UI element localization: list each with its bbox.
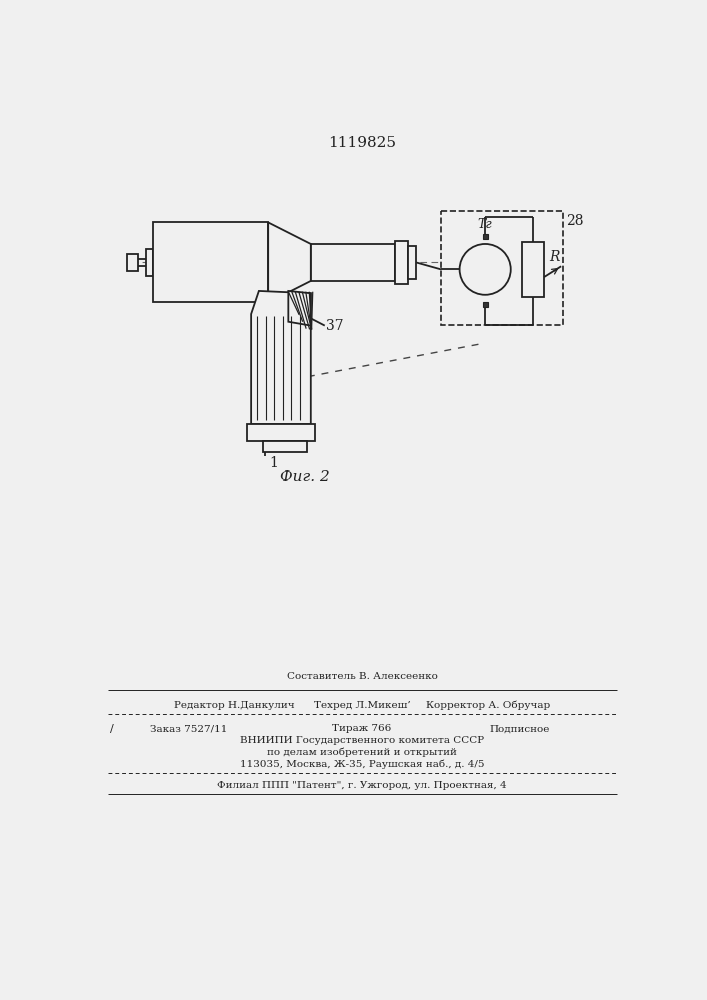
Text: R: R [549,250,559,264]
Text: Корректор А. Обручар: Корректор А. Обручар [426,701,550,710]
Polygon shape [268,222,311,302]
Bar [146,249,153,276]
Text: 1119825: 1119825 [328,136,396,150]
Bar [441,211,563,325]
Text: Филиал ППП "Патент", г. Ужгород, ул. Проектная, 4: Филиал ППП "Патент", г. Ужгород, ул. Про… [217,781,507,790]
Polygon shape [288,291,311,326]
Bar [483,234,489,239]
Bar [263,441,307,452]
Text: Составитель В. Алексеенко: Составитель В. Алексеенко [286,672,438,681]
Bar [409,246,416,279]
Text: 37: 37 [327,319,344,333]
Bar [153,222,268,302]
Polygon shape [251,291,311,424]
Bar [395,241,409,284]
Bar [483,302,489,307]
Text: 1: 1 [270,456,279,470]
Bar [522,242,544,297]
Text: Редактор Н.Данкулич: Редактор Н.Данкулич [174,701,294,710]
Bar [127,254,138,271]
Text: Подписное: Подписное [490,724,550,733]
Bar [311,244,395,281]
Text: Тираж 766: Тираж 766 [332,724,392,733]
Bar [247,424,315,441]
Text: Фиг. 2: Фиг. 2 [281,470,330,484]
Circle shape [460,244,510,295]
Text: Заказ 7527/11: Заказ 7527/11 [151,724,228,733]
Text: ВНИИПИ Государственного комитета СССР: ВНИИПИ Государственного комитета СССР [240,736,484,745]
Text: по делам изобретений и открытий: по делам изобретений и открытий [267,748,457,757]
Text: Техред Л.Микеш’: Техред Л.Микеш’ [314,701,410,710]
Text: Tг: Tг [478,218,493,231]
Text: 28: 28 [566,214,584,228]
Text: /: / [110,724,114,734]
Text: 113035, Москва, Ж-35, Раушская наб., д. 4/5: 113035, Москва, Ж-35, Раушская наб., д. … [240,759,484,769]
